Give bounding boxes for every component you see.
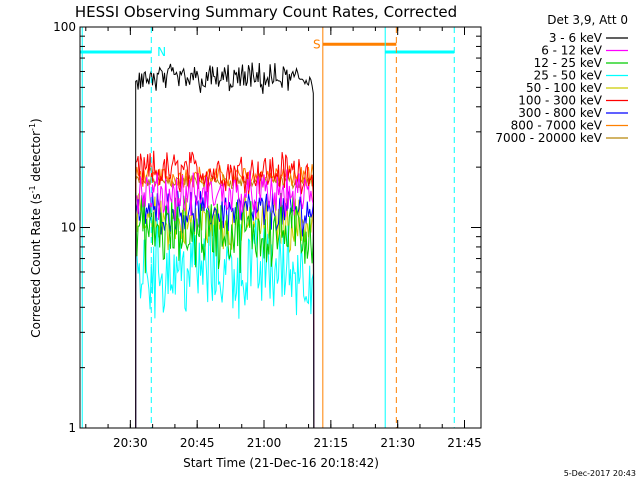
legend-entry: 12 - 25 keV [534,56,603,70]
legend-entry: 3 - 6 keV [549,31,603,45]
y-tick-label: 10 [61,221,76,235]
x-tick-label: 21:45 [447,436,482,450]
annotation-n: N [157,45,166,59]
y-axis-ticks: 1 10 100 [53,20,481,435]
x-axis-ticks: 20:30 20:45 21:00 21:15 21:30 21:45 [85,27,482,450]
y-tick-label: 100 [53,20,76,34]
y-tick-label: 1 [68,421,76,435]
series-line [135,62,315,428]
legend-entry: 6 - 12 keV [541,44,603,58]
y-axis-label: Corrected Count Rate (s-1 detector-1) [28,118,43,337]
x-tick-label: 20:45 [180,436,215,450]
series-line [135,189,315,428]
chart-title: HESSI Observing Summary Count Rates, Cor… [75,3,457,21]
y-axis-label-sup1: -1 [28,185,37,193]
series-line [135,150,315,428]
annotation-s: S [313,37,321,51]
legend-entry: 100 - 300 keV [518,94,602,108]
x-axis-label: Start Time (21-Dec-16 20:18:42) [183,456,379,470]
series-line [135,169,315,428]
legend-entry: 7000 - 20000 keV [495,131,602,145]
legend-header: Det 3,9, Att 0 [547,13,628,27]
y-axis-label-main: Corrected Count Rate (s [29,193,43,337]
footer-timestamp: 5-Dec-2017 20:43 [564,469,636,478]
x-tick-label: 20:30 [113,436,148,450]
x-tick-label: 21:00 [247,436,282,450]
x-tick-label: 21:30 [380,436,415,450]
y-axis-label-sup2: -1 [28,123,37,131]
legend-entry: 300 - 800 keV [518,106,602,120]
series-lines [135,62,315,428]
series-line [135,216,315,428]
legend-entry: 800 - 7000 keV [511,119,603,133]
x-tick-label: 21:15 [314,436,349,450]
legend-entry: 25 - 50 keV [534,69,603,83]
y-axis-label-end: ) [29,118,43,123]
y-axis-label-mid: detector [29,131,43,186]
series-line [135,192,315,428]
legend-entry: 50 - 100 keV [526,81,603,95]
